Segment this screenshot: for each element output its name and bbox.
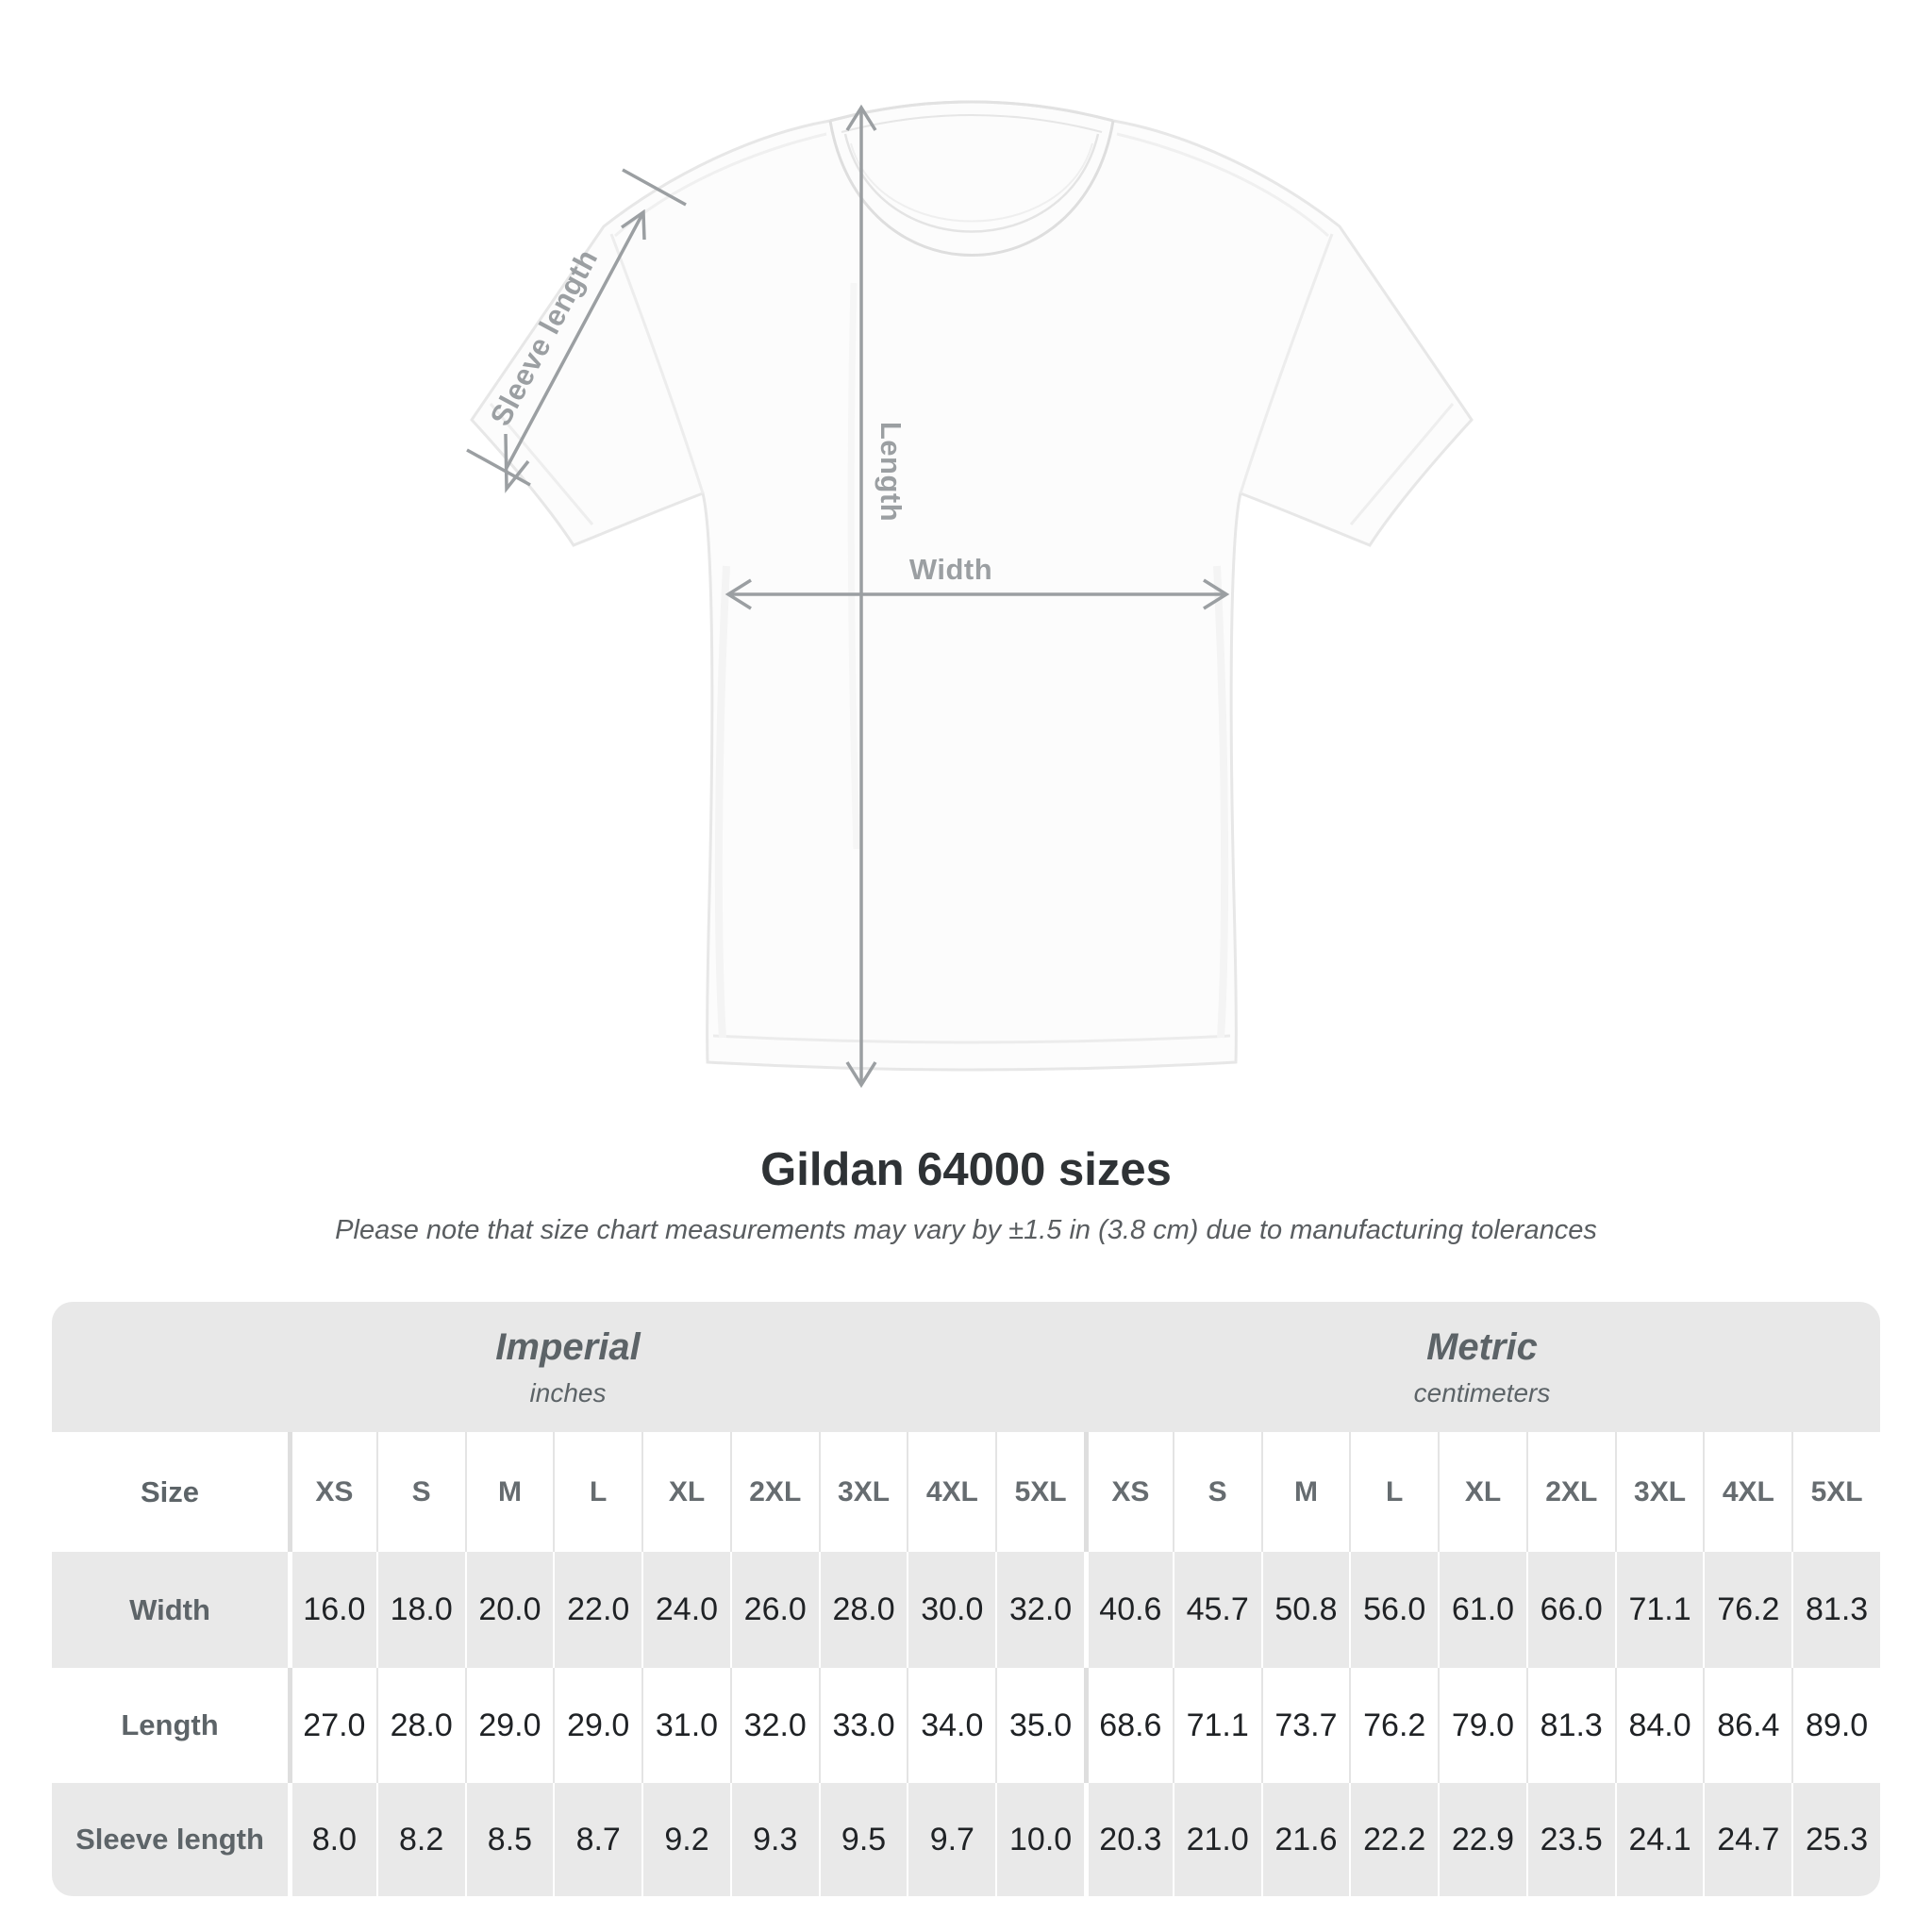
tolerance-note: Please note that size chart measurements… bbox=[335, 1215, 1597, 1245]
row-header-size: Size bbox=[140, 1474, 200, 1508]
size-col-header: S bbox=[375, 1432, 465, 1552]
value-cell: 66.0 bbox=[1525, 1552, 1615, 1668]
value-cell: 8.2 bbox=[375, 1783, 465, 1896]
value-cell: 22.2 bbox=[1349, 1783, 1438, 1896]
value-cell: 86.4 bbox=[1703, 1668, 1791, 1783]
tshirt-diagram: Sleeve length Length Width bbox=[466, 100, 1474, 1089]
size-col-header: XL bbox=[641, 1432, 730, 1552]
size-col-header: L bbox=[1349, 1432, 1438, 1552]
value-cell: 30.0 bbox=[907, 1552, 995, 1668]
size-col-header: M bbox=[1260, 1432, 1350, 1552]
size-col-header: 3XL bbox=[1614, 1432, 1704, 1552]
value-cell: 76.2 bbox=[1703, 1552, 1791, 1668]
imperial-title: Imperial bbox=[495, 1325, 641, 1368]
value-cell: 8.0 bbox=[288, 1783, 376, 1896]
value-cell: 45.7 bbox=[1172, 1552, 1261, 1668]
value-cell: 34.0 bbox=[907, 1668, 995, 1783]
length-arrow bbox=[845, 104, 877, 1089]
value-cell: 50.8 bbox=[1260, 1552, 1350, 1668]
value-cell: 68.6 bbox=[1084, 1668, 1173, 1783]
row-label-length: Length bbox=[121, 1708, 219, 1741]
value-cell: 61.0 bbox=[1438, 1552, 1526, 1668]
sleeve-length-row: Sleeve length 8.0 8.2 8.5 8.7 9.2 9.3 9.… bbox=[52, 1783, 1880, 1896]
size-col-header: 5XL bbox=[995, 1432, 1084, 1552]
value-cell: 35.0 bbox=[995, 1668, 1084, 1783]
size-chart-table: Imperial inches Metric centimeters Size … bbox=[52, 1302, 1880, 1896]
value-cell: 84.0 bbox=[1614, 1668, 1704, 1783]
metric-title: Metric bbox=[1426, 1325, 1538, 1368]
value-cell: 31.0 bbox=[641, 1668, 730, 1783]
value-cell: 23.5 bbox=[1525, 1783, 1615, 1896]
value-cell: 32.0 bbox=[995, 1552, 1084, 1668]
metric-section-header: Metric centimeters bbox=[1084, 1302, 1880, 1432]
imperial-section-header: Imperial inches bbox=[52, 1302, 1084, 1432]
row-label-sleeve-length: Sleeve length bbox=[75, 1823, 264, 1856]
value-cell: 24.7 bbox=[1703, 1783, 1791, 1896]
size-col-header: 3XL bbox=[818, 1432, 908, 1552]
value-cell: 24.1 bbox=[1614, 1783, 1704, 1896]
value-cell: 22.9 bbox=[1438, 1783, 1526, 1896]
units-header-band: Imperial inches Metric centimeters bbox=[52, 1302, 1880, 1432]
value-cell: 81.3 bbox=[1791, 1552, 1880, 1668]
value-cell: 9.5 bbox=[818, 1783, 908, 1896]
size-header-row: Size XS S M L XL 2XL 3XL 4XL 5XL XS S M … bbox=[52, 1432, 1880, 1552]
value-cell: 28.0 bbox=[375, 1668, 465, 1783]
size-col-header: S bbox=[1172, 1432, 1261, 1552]
value-cell: 20.3 bbox=[1084, 1783, 1173, 1896]
tshirt-shape bbox=[470, 100, 1474, 1072]
size-col-header: XS bbox=[288, 1432, 376, 1552]
value-cell: 33.0 bbox=[818, 1668, 908, 1783]
value-cell: 20.0 bbox=[464, 1552, 554, 1668]
width-row: Width 16.0 18.0 20.0 22.0 24.0 26.0 28.0… bbox=[52, 1552, 1880, 1668]
value-cell: 29.0 bbox=[553, 1668, 641, 1783]
sleeve-length-arrow bbox=[466, 168, 687, 493]
metric-unit: centimeters bbox=[1413, 1377, 1551, 1407]
value-cell: 79.0 bbox=[1438, 1668, 1526, 1783]
size-col-header: XS bbox=[1084, 1432, 1173, 1552]
value-cell: 9.3 bbox=[729, 1783, 819, 1896]
value-cell: 9.2 bbox=[641, 1783, 730, 1896]
value-cell: 71.1 bbox=[1172, 1668, 1261, 1783]
size-col-header: 2XL bbox=[729, 1432, 819, 1552]
width-arrow bbox=[724, 578, 1230, 610]
value-cell: 10.0 bbox=[995, 1783, 1084, 1896]
value-cell: 24.0 bbox=[641, 1552, 730, 1668]
value-cell: 21.0 bbox=[1172, 1783, 1261, 1896]
value-cell: 28.0 bbox=[818, 1552, 908, 1668]
length-row: Length 27.0 28.0 29.0 29.0 31.0 32.0 33.… bbox=[52, 1668, 1880, 1783]
length-label: Length bbox=[874, 421, 908, 523]
width-label: Width bbox=[908, 553, 993, 586]
size-col-header: 4XL bbox=[1703, 1432, 1791, 1552]
size-col-header: M bbox=[464, 1432, 554, 1552]
size-col-header: 2XL bbox=[1525, 1432, 1615, 1552]
value-cell: 27.0 bbox=[288, 1668, 376, 1783]
value-cell: 9.7 bbox=[907, 1783, 995, 1896]
value-cell: 81.3 bbox=[1525, 1668, 1615, 1783]
value-cell: 8.7 bbox=[553, 1783, 641, 1896]
page-title: Gildan 64000 sizes bbox=[760, 1144, 1172, 1195]
value-cell: 76.2 bbox=[1349, 1668, 1438, 1783]
tshirt-illustration bbox=[466, 100, 1474, 1089]
value-cell: 22.0 bbox=[553, 1552, 641, 1668]
value-cell: 26.0 bbox=[729, 1552, 819, 1668]
size-col-header: L bbox=[553, 1432, 641, 1552]
value-cell: 89.0 bbox=[1791, 1668, 1880, 1783]
value-cell: 71.1 bbox=[1614, 1552, 1704, 1668]
value-cell: 18.0 bbox=[375, 1552, 465, 1668]
value-cell: 21.6 bbox=[1260, 1783, 1350, 1896]
row-label-width: Width bbox=[129, 1592, 210, 1626]
value-cell: 40.6 bbox=[1084, 1552, 1173, 1668]
value-cell: 73.7 bbox=[1260, 1668, 1350, 1783]
size-col-header: XL bbox=[1438, 1432, 1526, 1552]
value-cell: 32.0 bbox=[729, 1668, 819, 1783]
value-cell: 16.0 bbox=[288, 1552, 376, 1668]
value-cell: 56.0 bbox=[1349, 1552, 1438, 1668]
size-col-header: 5XL bbox=[1791, 1432, 1880, 1552]
imperial-unit: inches bbox=[529, 1377, 607, 1407]
value-cell: 29.0 bbox=[464, 1668, 554, 1783]
value-cell: 25.3 bbox=[1791, 1783, 1880, 1896]
size-col-header: 4XL bbox=[907, 1432, 995, 1552]
value-cell: 8.5 bbox=[464, 1783, 554, 1896]
